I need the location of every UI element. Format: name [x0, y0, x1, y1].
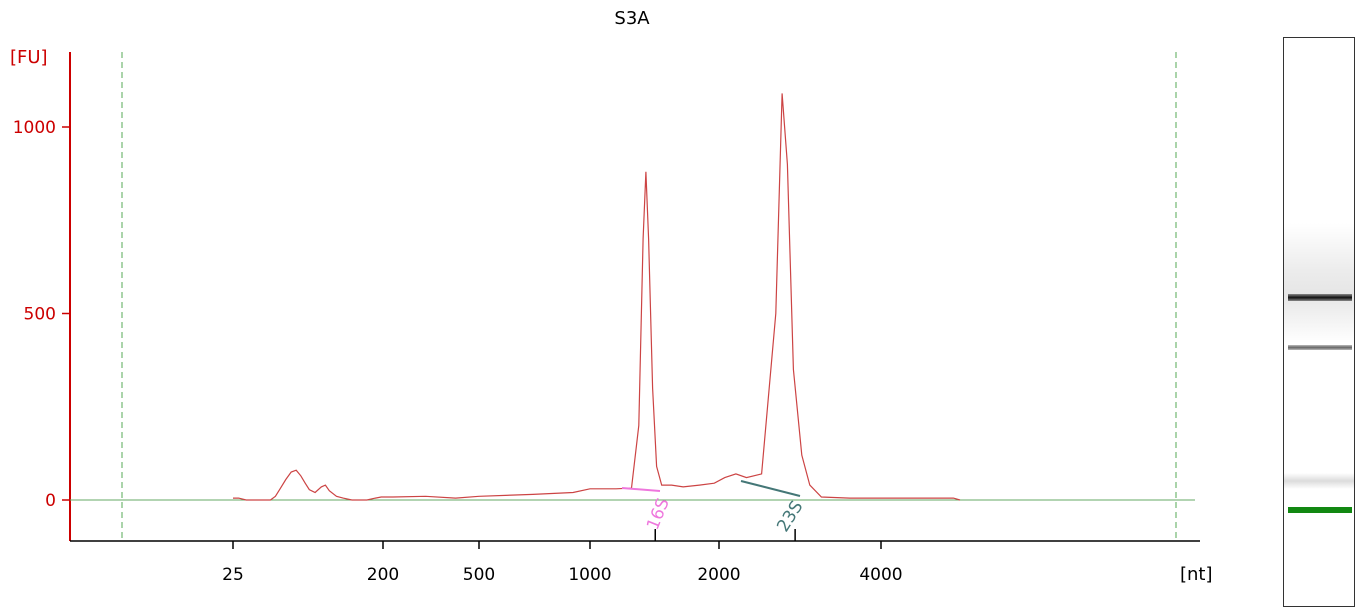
y-tick-label: 500: [24, 305, 56, 325]
23s-peak-baseline: [740, 480, 801, 497]
chart-title: S3A: [614, 8, 650, 29]
series-line: [233, 93, 961, 501]
electropherogram-chart: S3A [FU] [nt] 0 500 1000 25 200 500 1000 2000 4…: [10, 8, 1213, 585]
marker-label-23s: 23S: [773, 498, 807, 536]
y-tick-label: 1000: [13, 118, 56, 138]
gel-band-23s: [1288, 294, 1352, 301]
16s-peak-baseline: [621, 487, 661, 492]
gel-marker-band: [1288, 507, 1352, 513]
x-tick-label: 25: [222, 565, 244, 585]
gel-band-16s: [1288, 345, 1352, 350]
gel-smear-upper: [1284, 223, 1354, 343]
x-tick-label: 500: [463, 565, 495, 585]
y-tick-label: 0: [45, 491, 56, 511]
gel-smear-lower: [1284, 473, 1354, 489]
marker-label-16s: 16S: [643, 495, 674, 533]
x-tick-label: 2000: [697, 565, 740, 585]
y-axis-label: [FU]: [10, 47, 48, 68]
x-tick-label: 4000: [859, 565, 902, 585]
gel-lane-image: [1283, 37, 1355, 607]
x-tick-label: 200: [367, 565, 399, 585]
x-tick-label: 1000: [568, 565, 611, 585]
x-axis-label: [nt]: [1180, 564, 1213, 585]
